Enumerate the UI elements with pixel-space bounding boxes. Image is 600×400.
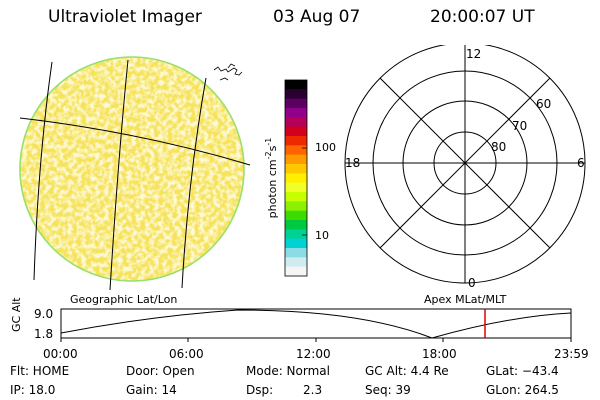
geographic-latitude: GLat: −43.4 — [486, 364, 559, 378]
colorbar-unit-label: photon cm-2s-1 — [264, 138, 279, 219]
colorbar-tick-100: 100 — [315, 141, 336, 154]
sequence-number: Seq: 39 — [365, 383, 411, 397]
colorbar-segment — [285, 108, 307, 118]
svg-text:photon cm-2s-1: photon cm-2s-1 — [264, 138, 279, 219]
colorbar-segment — [285, 145, 307, 156]
mode-status: Mode: Normal — [246, 364, 330, 378]
mlat-label-80: 80 — [491, 140, 507, 154]
colorbar-segment — [285, 98, 307, 109]
time-tick-2: 12:00 — [296, 347, 331, 361]
earth-disk-limb — [19, 56, 245, 282]
colorbar-segment — [285, 80, 307, 90]
colorbar-segment — [285, 229, 307, 240]
mlt-label-12: 12 — [466, 47, 482, 61]
instrument-title: Ultraviolet Imager — [48, 7, 202, 27]
coastline-outline — [213, 63, 243, 81]
geographic-longitude: GLon: 264.5 — [486, 383, 559, 397]
dsp-value: 2.3 — [303, 383, 323, 397]
time-tick-1: 06:00 — [169, 347, 204, 361]
time-tick-3: 18:00 — [422, 347, 457, 361]
mlat-label-70: 70 — [512, 119, 528, 133]
lat-lon-grid — [19, 59, 251, 290]
colorbar-tick-10: 10 — [315, 229, 329, 242]
mlt-label-18: 18 — [345, 156, 361, 170]
gain-value: Gain: 14 — [126, 383, 177, 397]
colorbar-segment — [285, 126, 307, 137]
observation-time: 20:00:07 UT — [430, 7, 535, 27]
dsp-label: Dsp: — [246, 383, 274, 397]
colorbar-segment — [285, 173, 307, 184]
colorbar-segment — [285, 154, 307, 165]
mlt-label-0: 0 — [468, 276, 476, 290]
observation-date: 03 Aug 07 — [273, 7, 361, 27]
color-scale: photon cm-2s-1 — [264, 79, 308, 277]
altitude-tick-top: 9.0 — [34, 307, 54, 321]
colorbar-segment — [285, 257, 307, 268]
colorbar-segment — [285, 266, 307, 277]
mlat-mlt-polar-plot — [344, 45, 586, 284]
colorbar-segment — [285, 182, 307, 193]
door-status: Door: Open — [126, 364, 195, 378]
colorbar-segment — [285, 201, 307, 212]
time-tick-4: 23:59 — [554, 347, 589, 361]
flight-status: Flt: HOME — [10, 364, 70, 378]
geographic-caption: Geographic Lat/Lon — [70, 293, 178, 306]
colorbar-segment — [285, 164, 307, 174]
ip-value: IP: 18.0 — [10, 383, 56, 397]
colorbar-segment — [285, 220, 307, 230]
altitude-tick-bottom: 1.8 — [34, 327, 54, 341]
time-tick-0: 00:00 — [43, 347, 78, 361]
uv-image-panel — [19, 56, 251, 290]
apex-caption: Apex MLat/MLT — [424, 293, 507, 306]
colorbar-segment — [285, 210, 307, 221]
colorbar-segment — [285, 248, 307, 258]
gc-altitude: GC Alt: 4.4 Re — [365, 364, 449, 378]
mlat-label-60: 60 — [536, 97, 552, 111]
colorbar-segment — [285, 136, 307, 146]
mlt-label-6: 6 — [577, 156, 585, 170]
colorbar-segment — [285, 89, 307, 100]
colorbar-segment — [285, 238, 307, 249]
colorbar-segment — [285, 192, 307, 202]
altitude-axis-label: GC Alt — [10, 297, 23, 332]
colorbar-segment — [285, 117, 307, 128]
altitude-timeline-plot — [60, 308, 572, 342]
altitude-curve — [60, 309, 572, 339]
